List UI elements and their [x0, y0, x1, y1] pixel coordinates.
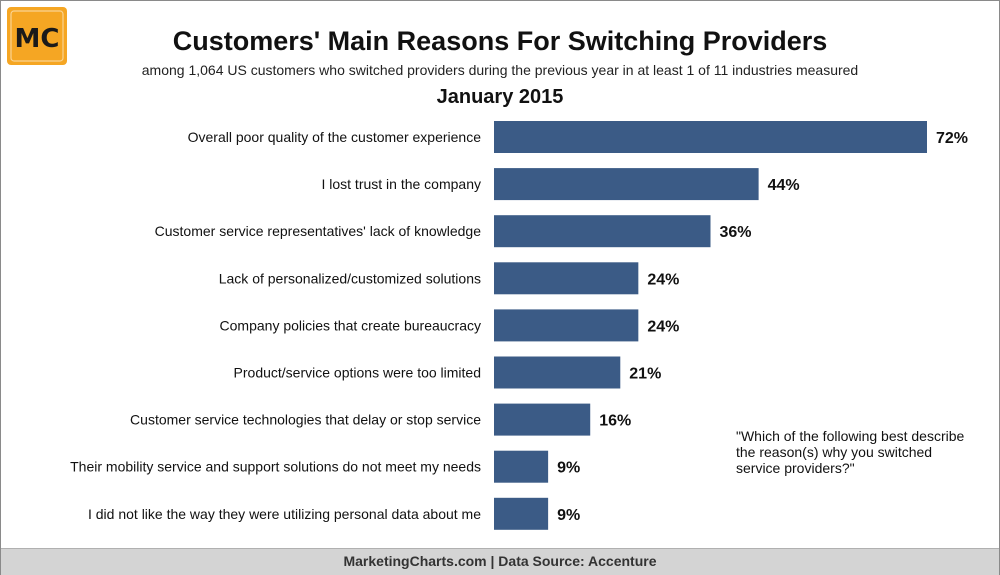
survey-question-note: "Which of the following best describe th… — [736, 428, 965, 476]
category-label: Product/service options were too limited — [234, 365, 481, 381]
bar — [494, 497, 549, 530]
footer-source: MarketingCharts.com | Data Source: Accen… — [1, 548, 999, 575]
category-label: Overall poor quality of the customer exp… — [188, 129, 482, 145]
bar — [494, 356, 621, 389]
category-label: Customer service representatives' lack o… — [155, 223, 482, 239]
category-label: I lost trust in the company — [321, 176, 481, 192]
value-label: 9% — [557, 507, 580, 524]
value-label: 72% — [936, 130, 968, 147]
value-label: 9% — [557, 460, 580, 477]
bar — [494, 215, 711, 248]
logo-text: MC — [15, 24, 60, 54]
category-label: Their mobility service and support solut… — [70, 459, 481, 475]
bar — [494, 309, 639, 342]
chart-period: January 2015 — [436, 86, 564, 108]
chart-subtitle: among 1,064 US customers who switched pr… — [141, 62, 859, 78]
category-label: Customer service technologies that delay… — [130, 412, 481, 428]
value-label: 21% — [629, 366, 661, 383]
chart-title: Customers' Main Reasons For Switching Pr… — [172, 26, 828, 56]
bar — [494, 121, 927, 153]
category-label: Lack of personalized/customized solution… — [219, 270, 481, 286]
bar — [494, 403, 591, 436]
bar — [494, 450, 549, 483]
value-label: 24% — [647, 318, 679, 335]
value-label: 36% — [720, 224, 752, 241]
value-label: 16% — [599, 413, 631, 430]
bar — [494, 168, 759, 201]
category-label: Company policies that create bureaucracy — [220, 317, 481, 333]
category-label: I did not like the way they were utilizi… — [88, 506, 481, 522]
marketingcharts-logo: MC — [7, 7, 67, 65]
bar — [494, 262, 639, 295]
value-label: 24% — [647, 271, 679, 288]
value-label: 44% — [768, 177, 800, 194]
